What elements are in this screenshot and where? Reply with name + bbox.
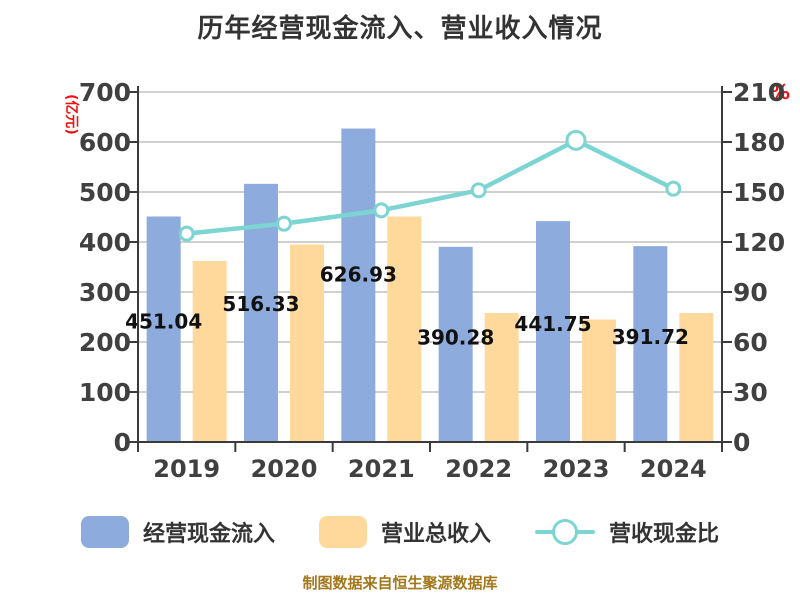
x-tick-label: 2023 bbox=[543, 455, 610, 483]
y-tick-label-left: 400 bbox=[79, 228, 131, 257]
bar-data-label: 626.93 bbox=[320, 262, 397, 286]
ratio-marker-2024 bbox=[665, 180, 682, 197]
y-tick-label-left: 0 bbox=[114, 428, 131, 457]
x-tick-label: 2021 bbox=[348, 455, 415, 483]
right-axis-unit-label: % bbox=[770, 80, 791, 104]
y-tick-label-right: 120 bbox=[733, 228, 785, 257]
legend-label-cash-ratio: 营收现金比 bbox=[609, 522, 720, 547]
bar-total-revenue-2024 bbox=[679, 313, 714, 442]
y-tick-label-right: 150 bbox=[733, 178, 785, 207]
y-tick-label-right: 180 bbox=[733, 128, 785, 157]
x-tick-label: 2024 bbox=[640, 455, 707, 483]
footer-note: 制图数据来自恒生聚源数据库 bbox=[302, 574, 498, 592]
bar-cash-inflow-2021 bbox=[341, 128, 376, 442]
legend-swatch-cash-inflow bbox=[80, 516, 129, 548]
legend-swatch-total-revenue bbox=[318, 516, 367, 548]
bar-total-revenue-2021 bbox=[387, 216, 422, 442]
bar-data-label: 516.33 bbox=[222, 292, 299, 316]
legend-label-cash-inflow: 经营现金流入 bbox=[142, 522, 275, 547]
bar-total-revenue-2023 bbox=[582, 319, 616, 442]
y-tick-label-left: 100 bbox=[79, 378, 131, 407]
y-tick-label-left: 200 bbox=[79, 328, 131, 357]
legend-item-total-revenue: 营业总收入 bbox=[318, 516, 491, 548]
bar-data-label: 441.75 bbox=[514, 312, 591, 336]
bar-total-revenue-2020 bbox=[290, 244, 324, 442]
chart-title: 历年经营现金流入、营业收入情况 bbox=[197, 14, 603, 44]
bar-cash-inflow-2019 bbox=[146, 216, 181, 442]
x-tick-label: 2019 bbox=[153, 455, 220, 483]
ratio-marker-2020 bbox=[276, 215, 292, 232]
bar-total-revenue-2022 bbox=[484, 313, 519, 442]
x-tick-label: 2022 bbox=[445, 455, 512, 483]
y-tick-label-right: 0 bbox=[733, 428, 750, 457]
x-tick-label: 2020 bbox=[251, 455, 318, 483]
ratio-marker-2023 bbox=[565, 129, 587, 151]
y-tick-label-right: 210 bbox=[733, 78, 785, 107]
legend-item-cash-inflow: 经营现金流入 bbox=[80, 516, 275, 548]
bar-cash-inflow-2023 bbox=[536, 221, 570, 442]
y-tick-label-right: 90 bbox=[733, 278, 768, 307]
ratio-marker-2022 bbox=[470, 182, 487, 199]
y-tick-label-right: 30 bbox=[733, 378, 768, 407]
legend-dot-icon bbox=[552, 519, 578, 545]
y-tick-label-left: 500 bbox=[79, 178, 131, 207]
bar-data-label: 391.72 bbox=[612, 325, 689, 349]
legend-item-cash-ratio: 营收现金比 bbox=[535, 516, 719, 548]
y-tick-label-left: 300 bbox=[79, 278, 131, 307]
legend: 经营现金流入 营业总收入 营收现金比 bbox=[0, 516, 800, 548]
ratio-line bbox=[186, 138, 675, 236]
ratio-marker-2021 bbox=[373, 202, 390, 219]
legend-label-total-revenue: 营业总收入 bbox=[380, 522, 491, 547]
y-tick-label-left: 600 bbox=[79, 128, 131, 157]
y-tick-label-right: 60 bbox=[733, 328, 768, 357]
legend-line-marker-icon bbox=[535, 518, 595, 546]
ratio-marker-2019 bbox=[178, 225, 195, 242]
bar-data-label: 390.28 bbox=[417, 326, 494, 350]
bar-total-revenue-2019 bbox=[192, 261, 227, 442]
bar-cash-inflow-2022 bbox=[438, 246, 473, 442]
y-tick-label-left: 700 bbox=[79, 78, 131, 107]
bar-cash-inflow-2024 bbox=[633, 246, 668, 442]
bar-data-label: 451.04 bbox=[125, 309, 202, 333]
